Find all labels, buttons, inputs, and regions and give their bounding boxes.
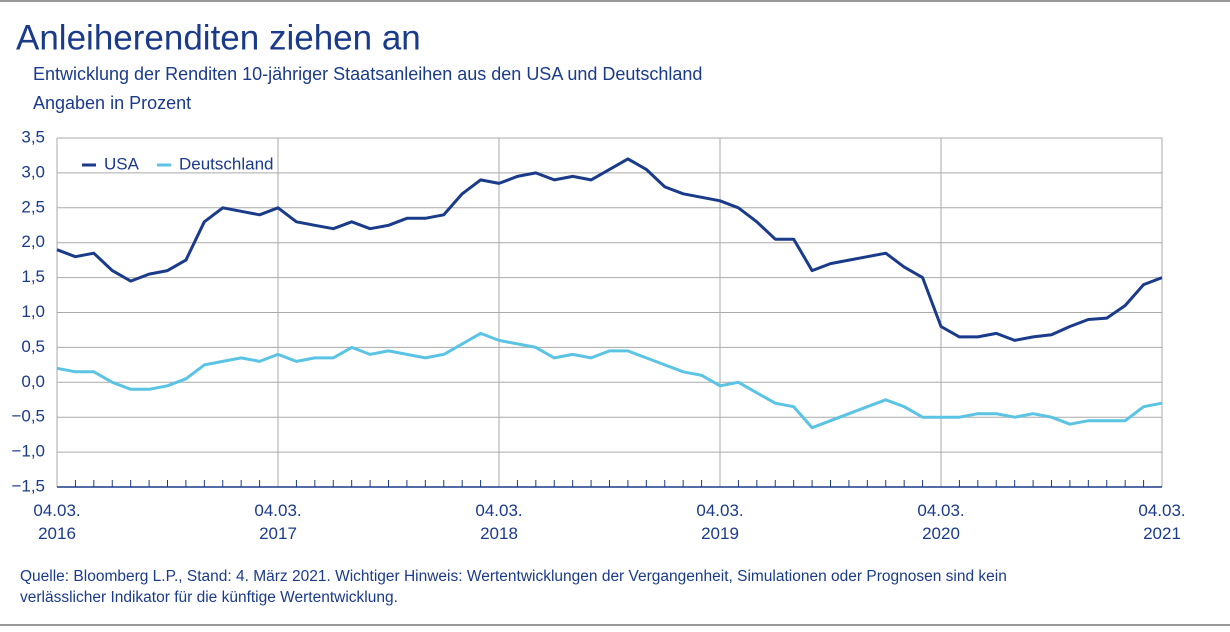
y-axis-label: Angaben in Prozent (33, 93, 191, 113)
y-tick-label: 1,5 (21, 267, 45, 286)
y-tick-label: 3,5 (21, 127, 45, 146)
x-tick-label: 04.03. 2016 (33, 501, 80, 543)
y-tick-label: 0,5 (21, 337, 45, 356)
source: Quelle: Bloomberg L.P., Stand: 4. März 2… (20, 568, 1007, 585)
x-tick-label: 04.03. 2017 (254, 501, 301, 543)
series-line (56, 331, 1163, 430)
y-tick-label: 3,0 (21, 162, 45, 181)
y-tick-label: 2,5 (21, 197, 45, 216)
x-tick-label: 04.03. 2020 (917, 501, 964, 543)
legend-label: Deutschland (179, 154, 274, 173)
legend-label: USA (104, 154, 140, 173)
y-tick-label: −1,5 (11, 476, 45, 495)
x-tick-label: 04.03. 2021 (1138, 501, 1185, 543)
x-tick-label: 04.03. 2019 (696, 501, 743, 543)
y-tick-label: 1,0 (21, 302, 45, 321)
y-tick-label: 2,0 (21, 232, 45, 251)
series-line (56, 157, 1163, 342)
y-tick-label: −1,0 (11, 442, 45, 461)
chart-subtitle: Entwicklung der Renditen 10-jähriger Sta… (33, 64, 702, 84)
y-tick-label: 0,0 (21, 372, 45, 391)
y-tick-label: −0,5 (11, 407, 45, 426)
chart-title: Anleiherenditen ziehen an (16, 18, 421, 57)
source: verlässlicher Indikator für die künftige… (20, 589, 398, 606)
x-tick-label: 04.03. 2018 (475, 501, 522, 543)
